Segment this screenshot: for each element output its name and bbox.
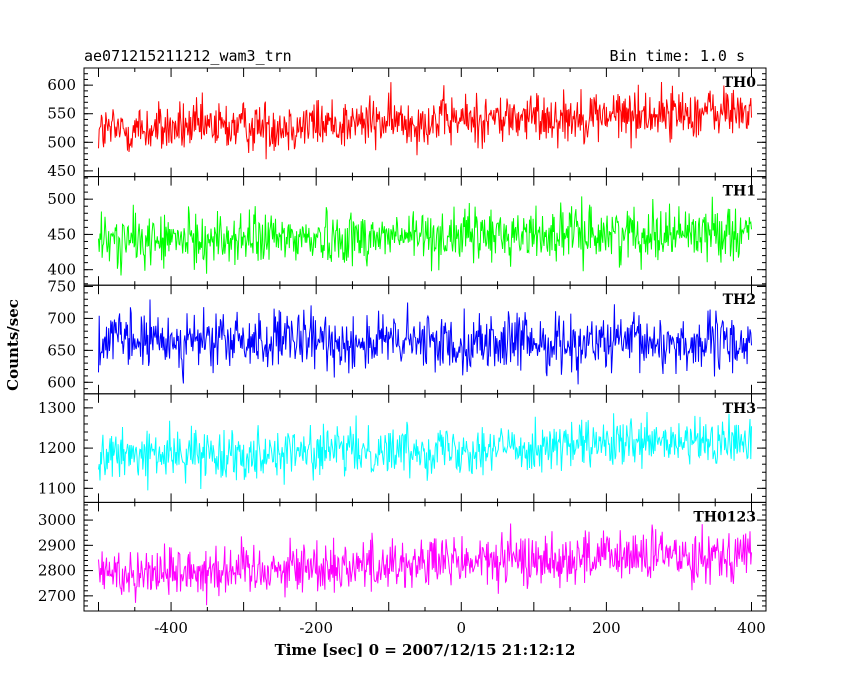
y-tick-label: 400 [47, 261, 76, 279]
x-axis-label: Time [sec] 0 = 2007/12/15 21:12:12 [275, 641, 576, 659]
series-label-th0123: TH0123 [693, 509, 756, 525]
series-label-th3: TH3 [723, 401, 756, 417]
panels-group: 450 500 550 600 TH0 400 450 500 TH1 600 650 700 750 T… [38, 67, 767, 637]
y-tick-label: 600 [47, 76, 76, 94]
series-line-th3 [98, 411, 752, 491]
series-line-th0123 [98, 523, 752, 606]
y-tick-label: 2900 [38, 536, 76, 554]
y-tick-label: 3000 [38, 511, 76, 529]
y-tick-label: 450 [47, 162, 76, 180]
bin-time-label: Bin time: 1.0 s [610, 47, 745, 65]
x-tick-label: -400 [154, 619, 188, 637]
y-tick-label: 2700 [38, 587, 76, 605]
y-tick-label: 2800 [38, 562, 76, 580]
y-tick-label: 1200 [38, 439, 76, 457]
x-tick-label: 200 [592, 619, 621, 637]
y-tick-label: 650 [47, 341, 76, 359]
panel-frame [83, 501, 767, 612]
series-line-th0 [98, 81, 752, 160]
y-tick-label: 600 [47, 373, 76, 391]
y-tick-label: 450 [47, 225, 76, 243]
y-tick-label: 500 [47, 190, 76, 208]
y-tick-label: 700 [47, 309, 76, 327]
y-tick-label: 1100 [38, 479, 76, 497]
series-label-th2: TH2 [723, 292, 756, 308]
y-tick-label: 1300 [38, 399, 76, 417]
series-label-th1: TH1 [723, 184, 756, 200]
series-line-th1 [98, 196, 752, 276]
x-tick-label: 400 [737, 619, 766, 637]
y-tick-label: 750 [47, 277, 76, 295]
chart-title: ae071215211212_wam3_trn [84, 47, 292, 65]
y-axis-label: Counts/sec [4, 299, 22, 391]
series-line-th2 [98, 299, 752, 385]
y-tick-label: 500 [47, 133, 76, 151]
y-tick-label: 550 [47, 105, 76, 123]
x-tick-label: -200 [299, 619, 333, 637]
x-tick-label: 0 [457, 619, 467, 637]
series-label-th0: TH0 [723, 75, 757, 91]
